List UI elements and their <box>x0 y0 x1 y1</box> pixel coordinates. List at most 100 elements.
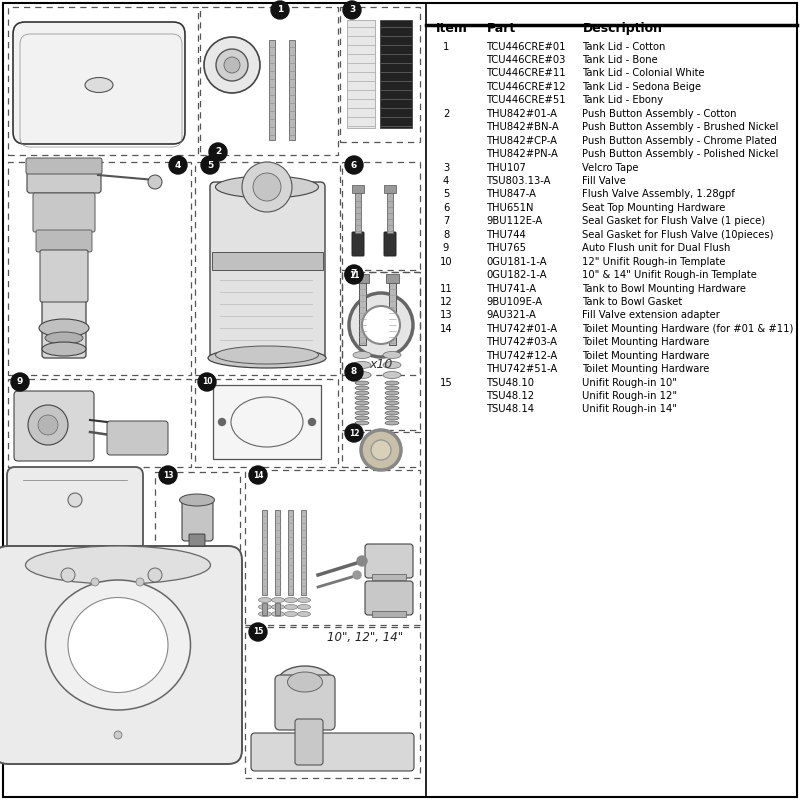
Ellipse shape <box>383 362 401 369</box>
Text: THU842#PN-A: THU842#PN-A <box>486 149 558 159</box>
Circle shape <box>242 162 292 212</box>
Circle shape <box>159 466 177 484</box>
Text: THU107: THU107 <box>486 162 526 173</box>
Text: 9BU112E-A: 9BU112E-A <box>486 216 542 226</box>
Text: THU741-A: THU741-A <box>486 283 537 294</box>
Text: Tank to Bowl Gasket: Tank to Bowl Gasket <box>582 297 682 307</box>
FancyBboxPatch shape <box>189 534 205 546</box>
Circle shape <box>148 175 162 189</box>
Ellipse shape <box>385 406 399 410</box>
Ellipse shape <box>385 396 399 400</box>
Text: 2: 2 <box>443 109 449 119</box>
Text: 12" Unifit Rough-in Template: 12" Unifit Rough-in Template <box>582 257 726 266</box>
Text: 15: 15 <box>253 627 263 637</box>
Ellipse shape <box>355 416 369 420</box>
Ellipse shape <box>355 401 369 405</box>
FancyBboxPatch shape <box>275 675 335 730</box>
FancyBboxPatch shape <box>389 280 396 345</box>
Text: THU742#01-A: THU742#01-A <box>486 324 558 334</box>
Text: 2: 2 <box>215 147 221 157</box>
FancyBboxPatch shape <box>212 252 323 270</box>
Ellipse shape <box>179 494 214 506</box>
Text: 1: 1 <box>277 6 283 14</box>
Text: 11: 11 <box>349 270 359 279</box>
Text: 5: 5 <box>443 190 449 199</box>
Circle shape <box>114 731 122 739</box>
Ellipse shape <box>385 391 399 395</box>
Text: 3: 3 <box>349 6 355 14</box>
Text: 7: 7 <box>443 216 449 226</box>
Text: THU742#12-A: THU742#12-A <box>486 350 558 361</box>
Text: TSU803.13-A: TSU803.13-A <box>486 176 551 186</box>
Circle shape <box>345 266 363 284</box>
FancyBboxPatch shape <box>384 185 396 193</box>
Text: Tank to Bowl Mounting Hardware: Tank to Bowl Mounting Hardware <box>582 283 746 294</box>
Ellipse shape <box>258 605 271 610</box>
FancyBboxPatch shape <box>3 3 797 797</box>
Text: 14: 14 <box>253 470 263 479</box>
Ellipse shape <box>258 611 271 617</box>
Ellipse shape <box>355 391 369 395</box>
Circle shape <box>345 156 363 174</box>
FancyBboxPatch shape <box>386 274 399 283</box>
Text: Seal Gasket for Flush Valve (1 piece): Seal Gasket for Flush Valve (1 piece) <box>582 216 766 226</box>
Ellipse shape <box>355 386 369 390</box>
FancyBboxPatch shape <box>14 391 94 461</box>
Circle shape <box>357 556 367 566</box>
Text: 8: 8 <box>351 367 357 377</box>
FancyBboxPatch shape <box>365 581 413 615</box>
Text: 9BU109E-A: 9BU109E-A <box>486 297 542 307</box>
Text: Fill Valve: Fill Valve <box>582 176 626 186</box>
Ellipse shape <box>385 411 399 415</box>
Circle shape <box>216 49 248 81</box>
Text: THU742#03-A: THU742#03-A <box>486 338 558 347</box>
Circle shape <box>309 418 315 426</box>
Text: THU842#01-A: THU842#01-A <box>486 109 558 119</box>
Circle shape <box>253 173 281 201</box>
Text: Toilet Mounting Hardware: Toilet Mounting Hardware <box>582 350 710 361</box>
FancyBboxPatch shape <box>262 510 267 595</box>
Ellipse shape <box>385 421 399 425</box>
FancyBboxPatch shape <box>288 510 293 595</box>
Circle shape <box>201 156 219 174</box>
Text: 0GU182-1-A: 0GU182-1-A <box>486 270 547 280</box>
Ellipse shape <box>46 580 190 710</box>
Text: Fill Valve extension adapter: Fill Valve extension adapter <box>582 310 720 321</box>
Circle shape <box>343 1 361 19</box>
Text: Push Button Assembly - Polished Nickel: Push Button Assembly - Polished Nickel <box>582 149 778 159</box>
Text: 10", 12", 14": 10", 12", 14" <box>327 630 403 643</box>
Text: 9: 9 <box>17 378 23 386</box>
Ellipse shape <box>285 611 298 617</box>
Ellipse shape <box>353 371 371 378</box>
FancyBboxPatch shape <box>380 20 412 128</box>
FancyBboxPatch shape <box>275 603 280 615</box>
FancyBboxPatch shape <box>36 230 92 252</box>
Circle shape <box>345 424 363 442</box>
Ellipse shape <box>215 346 318 364</box>
FancyBboxPatch shape <box>352 232 364 256</box>
Text: Flush Valve Assembly, 1.28gpf: Flush Valve Assembly, 1.28gpf <box>582 190 735 199</box>
FancyBboxPatch shape <box>262 603 267 615</box>
Text: 1: 1 <box>443 42 449 51</box>
FancyBboxPatch shape <box>27 165 101 193</box>
FancyBboxPatch shape <box>251 733 414 771</box>
Text: Tank Lid - Sedona Beige: Tank Lid - Sedona Beige <box>582 82 702 92</box>
Circle shape <box>249 466 267 484</box>
Text: 4: 4 <box>443 176 449 186</box>
FancyBboxPatch shape <box>210 182 325 360</box>
FancyBboxPatch shape <box>13 22 185 144</box>
Text: THU651N: THU651N <box>486 203 534 213</box>
FancyBboxPatch shape <box>387 191 393 233</box>
Circle shape <box>28 405 68 445</box>
FancyBboxPatch shape <box>107 421 168 455</box>
FancyBboxPatch shape <box>33 193 95 232</box>
Circle shape <box>136 578 144 586</box>
Ellipse shape <box>385 381 399 385</box>
Text: x10: x10 <box>370 358 393 370</box>
Circle shape <box>271 1 289 19</box>
Text: Toilet Mounting Hardware (for #01 & #11): Toilet Mounting Hardware (for #01 & #11) <box>582 324 794 334</box>
Circle shape <box>198 373 216 391</box>
Ellipse shape <box>383 351 401 358</box>
Ellipse shape <box>215 176 318 198</box>
FancyBboxPatch shape <box>289 40 295 140</box>
